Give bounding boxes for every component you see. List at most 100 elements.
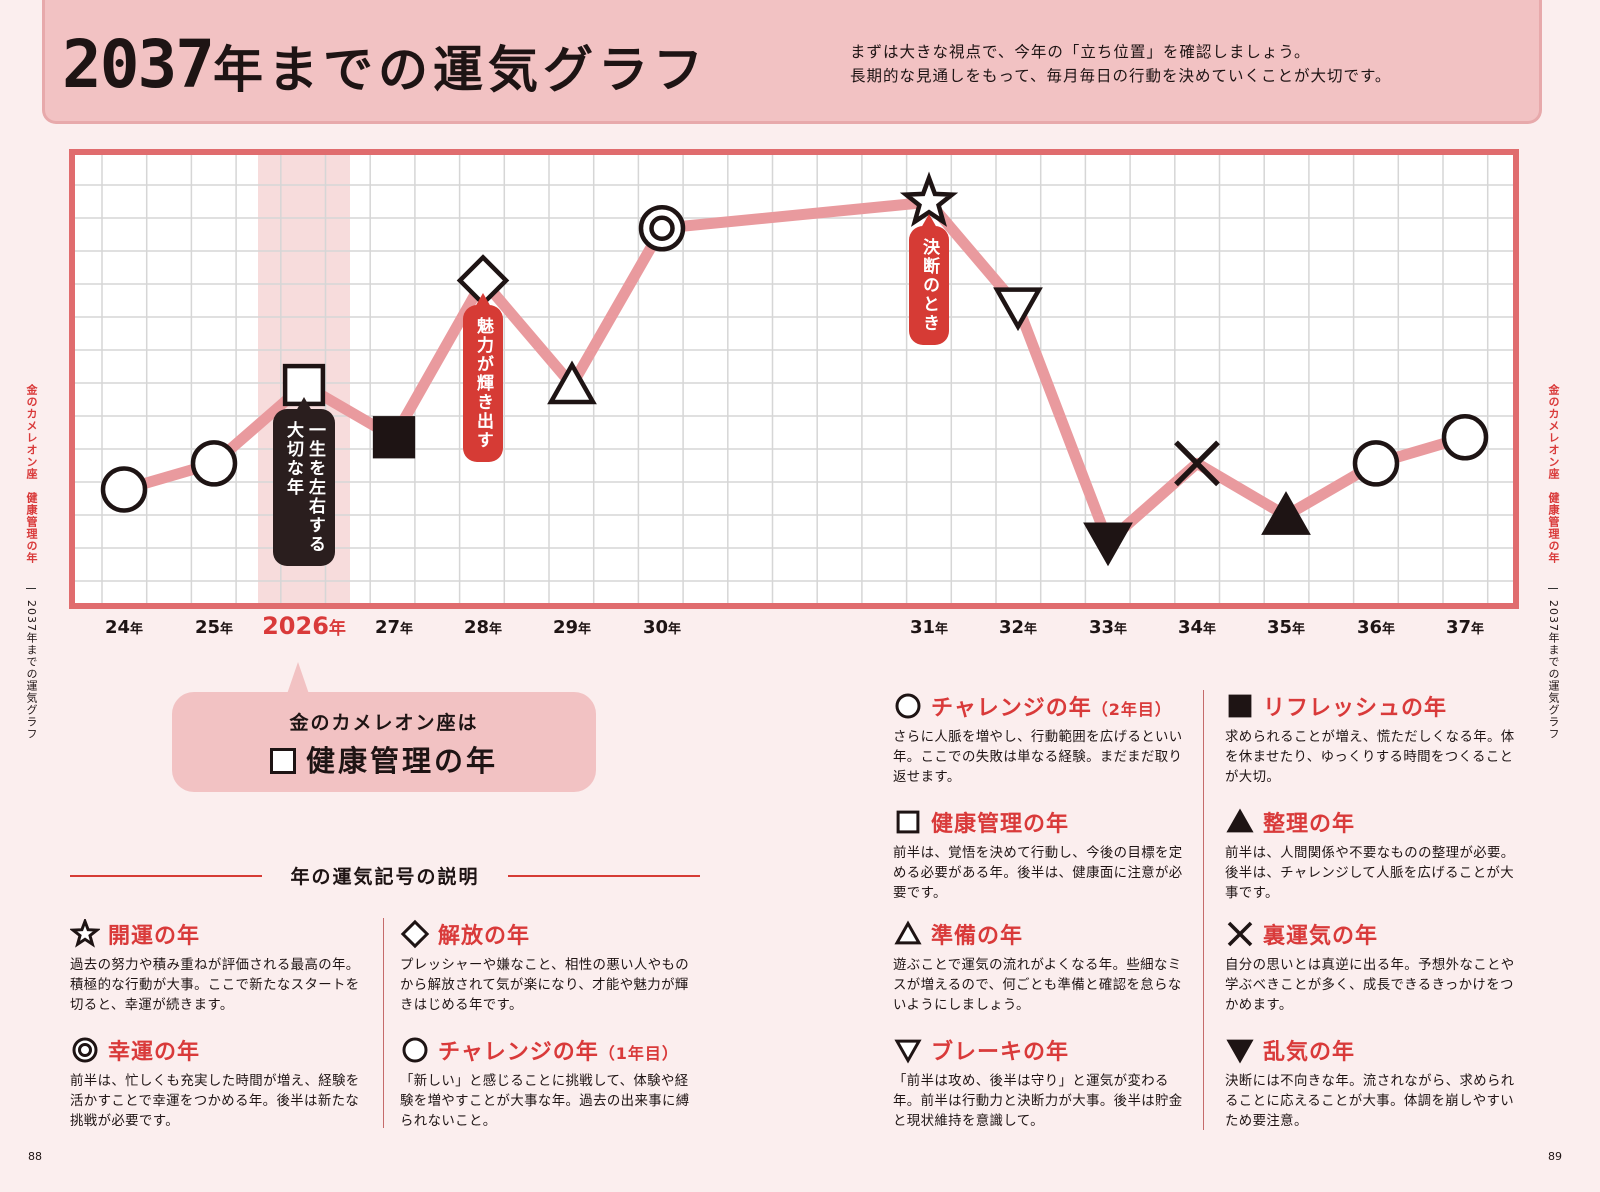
legend-entry-head: 解放の年 bbox=[400, 918, 700, 952]
annotation-pointer bbox=[475, 292, 491, 307]
x-tick-label: 25年 bbox=[194, 617, 234, 638]
legend-symbol bbox=[895, 693, 921, 719]
data-point-27 bbox=[372, 416, 416, 459]
legend-entry-description: 前半は、人間関係や不要なものの整理が必要。後半は、チャレンジして人脈を広げること… bbox=[1225, 846, 1515, 901]
legend-entry-title: 解放の年 bbox=[438, 924, 531, 949]
legend-entry-title: 乱気の年 bbox=[1263, 1040, 1356, 1065]
header-banner bbox=[42, 0, 1542, 124]
legend-entry: ブレーキの年「前半は攻め、後半は守り」と運気が変わる年。前半は行動力と決断力が大… bbox=[893, 1034, 1193, 1132]
diamond-icon bbox=[400, 919, 430, 949]
annotation-text: 魅力が輝き出す bbox=[473, 316, 493, 450]
legend-entry-head: リフレッシュの年 bbox=[1225, 690, 1525, 724]
legend-entry-head: チャレンジの年（2年目） bbox=[893, 690, 1193, 724]
legend-entry: 幸運の年前半は、忙しくも充実した時間が増え、経験を活かすことで幸運をつかめる年。… bbox=[70, 1034, 370, 1132]
annotation-text: 一生を左右する bbox=[305, 421, 325, 554]
legend-entry-head: 整理の年 bbox=[1225, 806, 1525, 840]
legend-entry: リフレッシュの年 求められることが増え、慌ただしくなる年。体を休ませたり、ゆっくり… bbox=[1225, 690, 1525, 788]
legend-entry-title: 健康管理の年 bbox=[931, 812, 1070, 837]
x-tick-label: 29年 bbox=[552, 617, 592, 638]
legend-symbol bbox=[894, 920, 922, 945]
legend-entry-head: 裏運気の年 bbox=[1225, 918, 1525, 952]
x-tick-label: 27年 bbox=[374, 617, 414, 638]
page-subtitle: まずは大きな視点で、今年の「立ち位置」を確認しましょう。 長期的な見通しをもって… bbox=[850, 40, 1391, 88]
page-number-right: 89 bbox=[1548, 1150, 1562, 1163]
annotation-pointer bbox=[296, 397, 312, 411]
square-icon bbox=[896, 810, 920, 834]
legend-entry-title: 整理の年 bbox=[1263, 812, 1356, 837]
heading-rule-right bbox=[508, 875, 700, 877]
legend-entry-head: 乱気の年 bbox=[1225, 1034, 1525, 1068]
legend-entry-description: 「前半は攻め、後半は守り」と運気が変わる年。前半は行動力と決断力が大事。後半は貯… bbox=[893, 1074, 1183, 1129]
triangle-filled-icon bbox=[1226, 808, 1254, 833]
legend-symbol bbox=[1227, 921, 1253, 947]
annotation-28: 魅力が輝き出す bbox=[463, 304, 503, 462]
legend-symbol bbox=[70, 919, 100, 948]
data-point-32 bbox=[993, 287, 1043, 332]
x-tick-label: 2026年 bbox=[262, 612, 346, 640]
legend-symbol bbox=[896, 810, 920, 834]
annotation-31: 決断のとき bbox=[909, 226, 949, 346]
callout-line2: 健康管理の年 bbox=[172, 738, 596, 780]
legend-entry-description: 過去の努力や積み重ねが評価される最高の年。積極的な行動が大事。ここで新たなスター… bbox=[70, 958, 360, 1013]
x-tick-label: 34年 bbox=[1177, 617, 1217, 638]
legend-heading-text: 年の運気記号の説明 bbox=[290, 866, 480, 888]
data-point-29 bbox=[547, 360, 597, 405]
subtitle-line: まずは大きな視点で、今年の「立ち位置」を確認しましょう。 bbox=[850, 43, 1311, 61]
chart-frame bbox=[69, 149, 1519, 609]
cross-icon bbox=[1227, 921, 1253, 947]
legend-entry: 準備の年遊ぶことで運気の流れがよくなる年。些細なミスが増えるので、何ごとも準備と… bbox=[893, 918, 1193, 1016]
legend-entry-description: 「新しい」と感じることに挑戦して、体験や経験を増やすことが大事な年。過去の出来事… bbox=[400, 1074, 690, 1129]
x-tick-label: 33年 bbox=[1088, 617, 1128, 638]
page-title: 2037年までの運気グラフ bbox=[62, 26, 708, 103]
data-point-36 bbox=[1352, 440, 1400, 487]
side-separator bbox=[26, 588, 36, 589]
legend-entry: 解放の年 プレッシャーや嫌なこと、相性の悪い人やものから解放されて気が楽になり、才… bbox=[400, 918, 700, 1016]
legend-entry-description: 決断には不向きな年。流されながら、求められることに応えることが大事。体調を崩しや… bbox=[1225, 1074, 1515, 1129]
x-tick-label: 35年 bbox=[1266, 617, 1306, 638]
x-tick-label: 31年 bbox=[909, 617, 949, 638]
annotation-text: 決断のとき bbox=[919, 238, 939, 334]
legend-heading: 年の運気記号の説明 bbox=[70, 862, 700, 890]
legend-entry: チャレンジの年（2年目） さらに人脈を増やし、行動範囲を広げるといい年。ここでの失… bbox=[893, 690, 1193, 788]
triangle-down-filled-icon bbox=[1226, 1039, 1254, 1064]
annotation-text: 大切な年 bbox=[283, 421, 303, 497]
legend-entry-head: 開運の年 bbox=[70, 918, 370, 952]
legend-entry-head: 幸運の年 bbox=[70, 1034, 370, 1068]
legend-symbol bbox=[400, 919, 430, 949]
legend-entry-head: チャレンジの年（1年目） bbox=[400, 1034, 700, 1068]
legend-entry-head: 準備の年 bbox=[893, 918, 1193, 952]
data-point-30 bbox=[638, 205, 686, 252]
grid bbox=[72, 152, 1516, 606]
data-point-37 bbox=[1441, 414, 1489, 461]
legend-entry: 乱気の年決断には不向きな年。流されながら、求められることに応えることが大事。体調… bbox=[1225, 1034, 1525, 1132]
legend-entry-title: リフレッシュの年 bbox=[1263, 696, 1448, 721]
legend-entry-title: ブレーキの年 bbox=[931, 1040, 1070, 1065]
side-caption-right: 金のカメレオン座 健康管理の年 bbox=[1547, 384, 1560, 564]
annotation-2026: 一生を左右する大切な年 bbox=[273, 409, 335, 566]
legend-entry: 裏運気の年自分の思いとは真逆に出る年。予想外なことや学ぶべきことが多く、成長でき… bbox=[1225, 918, 1525, 1016]
triangle-down-icon bbox=[894, 1039, 922, 1064]
legend-symbol bbox=[1226, 808, 1254, 833]
triangle-icon bbox=[894, 920, 922, 945]
legend-symbol bbox=[1226, 1039, 1254, 1064]
x-tick-label: 28年 bbox=[463, 617, 503, 638]
legend-entry-title: 準備の年 bbox=[931, 924, 1024, 949]
legend-entry-title: チャレンジの年（1年目） bbox=[438, 1040, 679, 1065]
circle-icon bbox=[895, 693, 921, 719]
legend-entry-note: （1年目） bbox=[598, 1044, 679, 1063]
double-circle-icon bbox=[72, 1037, 98, 1063]
side-caption-left: 金のカメレオン座 健康管理の年 bbox=[25, 384, 38, 564]
subtitle-line: 長期的な見通しをもって、毎月毎日の行動を決めていくことが大切です。 bbox=[850, 67, 1392, 85]
page-number-left: 88 bbox=[28, 1150, 42, 1163]
side-subcaption-left: 2037年までの運気グラフ bbox=[25, 600, 38, 740]
callout-arrow bbox=[287, 662, 309, 694]
legend-entry-description: 遊ぶことで運気の流れがよくなる年。些細なミスが増えるので、何ごとも準備と確認を怠… bbox=[893, 958, 1182, 1013]
side-subcaption-right: 2037年までの運気グラフ bbox=[1547, 600, 1560, 740]
data-point-34 bbox=[1174, 440, 1220, 487]
legend-entry-description: 前半は、忙しくも充実した時間が増え、経験を活かすことで幸運をつかめる年。後半は新… bbox=[70, 1074, 360, 1129]
legend-entry-description: 自分の思いとは真逆に出る年。予想外なことや学ぶべきことが多く、成長できるきっかけ… bbox=[1225, 958, 1515, 1013]
legend-entry: チャレンジの年（1年目） 「新しい」と感じることに挑戦して、体験や経験を増やすこと… bbox=[400, 1034, 700, 1132]
year-callout: 金のカメレオン座は 健康管理の年 bbox=[172, 692, 596, 792]
data-point-31 bbox=[899, 171, 959, 227]
legend-entry-description: さらに人脈を増やし、行動範囲を広げるといい年。ここでの失敗は単なる経験。まだまだ… bbox=[893, 730, 1183, 785]
